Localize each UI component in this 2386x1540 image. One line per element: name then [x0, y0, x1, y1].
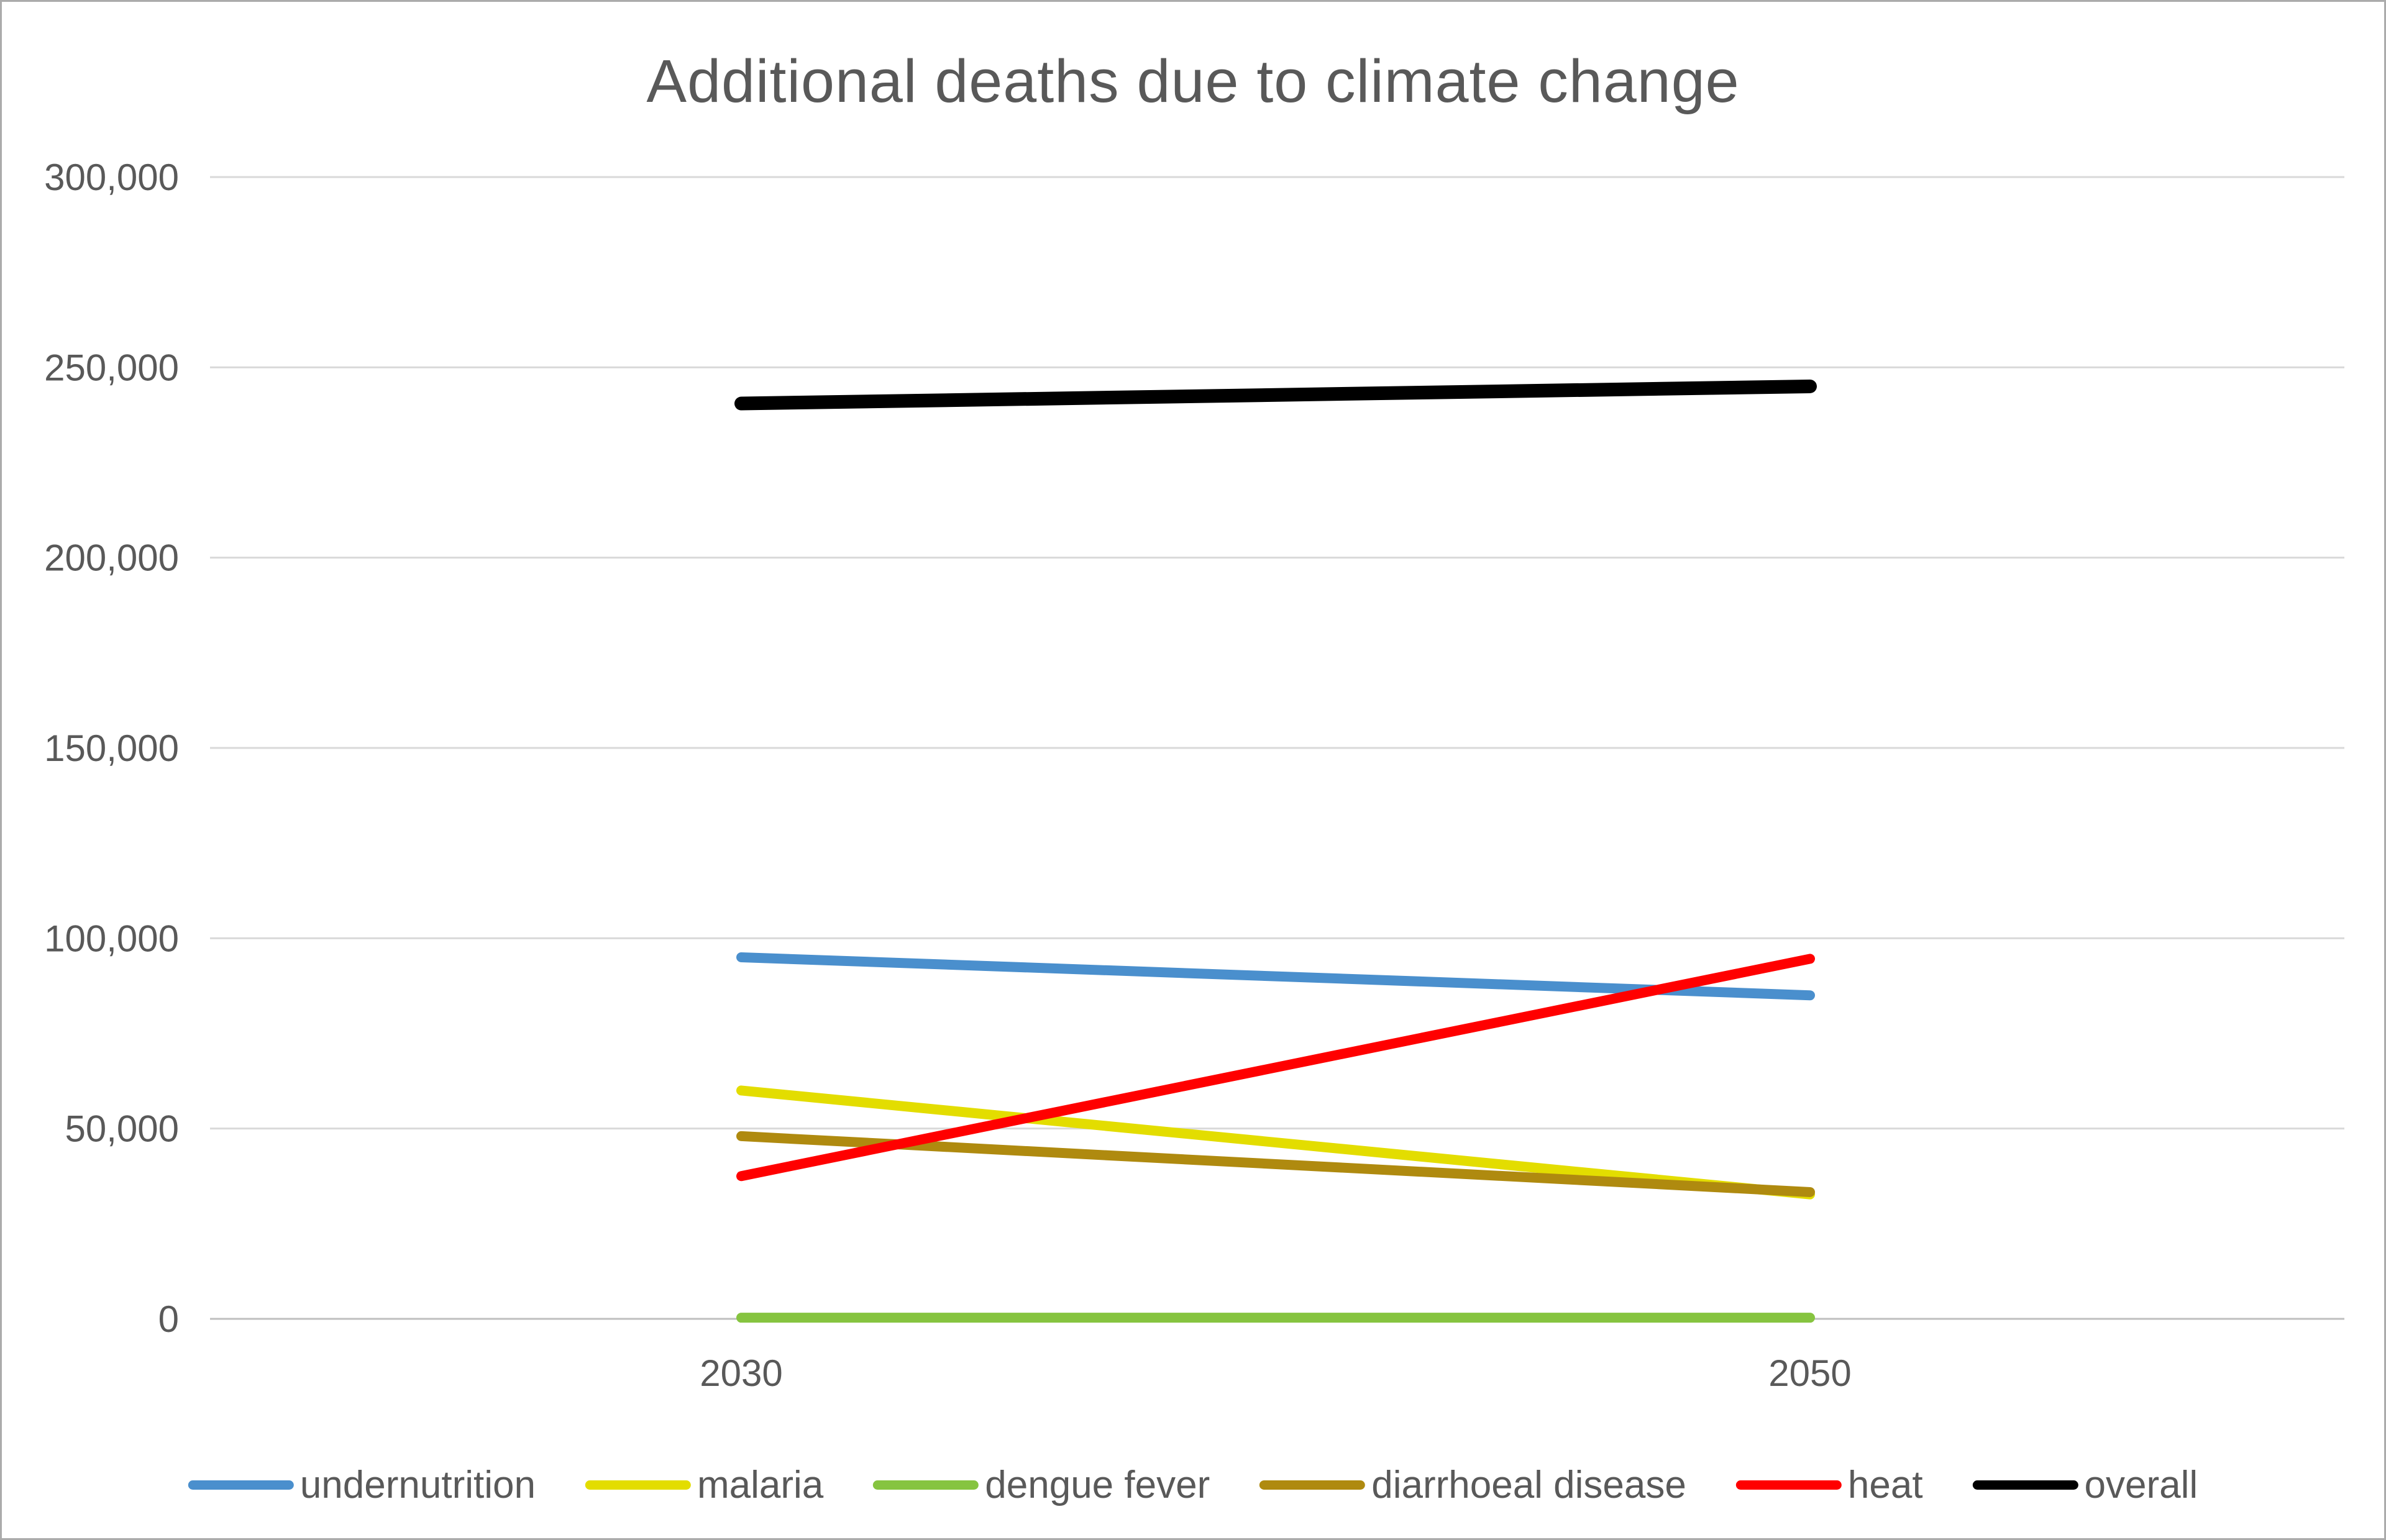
series-line-overall: [734, 379, 1817, 411]
legend-swatch-icon: [1259, 1480, 1366, 1490]
chart-title: Additional deaths due to climate change: [646, 47, 1740, 115]
legend-label: malaria: [697, 1464, 824, 1506]
legend-swatch-icon: [188, 1480, 294, 1490]
y-tick-label: 250,000: [44, 347, 179, 388]
legend-label: undernutrition: [299, 1464, 536, 1506]
x-tick-label: 2050: [1768, 1352, 1851, 1394]
legend-item-malaria: malaria: [585, 1463, 823, 1507]
y-tick-label: 0: [158, 1298, 179, 1340]
legend-item-overall: overall: [1972, 1463, 2198, 1507]
x-tick-label: 2030: [700, 1352, 782, 1394]
legend-swatch-icon: [873, 1480, 979, 1490]
legend-item-heat: heat: [1735, 1463, 1923, 1507]
y-tick-label: 100,000: [44, 918, 179, 959]
series-line-heat: [736, 954, 1815, 1182]
legend-label: heat: [1847, 1464, 1923, 1506]
series-line-malaria: [736, 1085, 1815, 1200]
legend-label: overall: [2084, 1464, 2198, 1506]
legend-item-dengue-fever: dengue fever: [873, 1463, 1210, 1507]
legend-swatch-icon: [1735, 1480, 1842, 1490]
legend-label: dengue fever: [985, 1464, 1210, 1506]
legend: undernutrition malaria dengue fever diarrho…: [188, 1463, 2198, 1507]
y-tick-label: 200,000: [44, 537, 179, 579]
y-tick-label: 150,000: [44, 727, 179, 769]
legend-swatch-icon: [1972, 1480, 2078, 1490]
legend-item-diarrhoeal-disease: diarrhoeal disease: [1259, 1463, 1686, 1507]
legend-item-undernutrition: undernutrition: [188, 1463, 536, 1507]
legend-swatch-icon: [585, 1480, 691, 1490]
series-line-diarrhoeal-disease: [736, 1131, 1815, 1197]
series-line-undernutrition: [736, 952, 1815, 1001]
y-tick-label: 300,000: [44, 157, 179, 198]
y-tick-label: 50,000: [65, 1108, 179, 1150]
legend-label: diarrhoeal disease: [1371, 1464, 1686, 1506]
